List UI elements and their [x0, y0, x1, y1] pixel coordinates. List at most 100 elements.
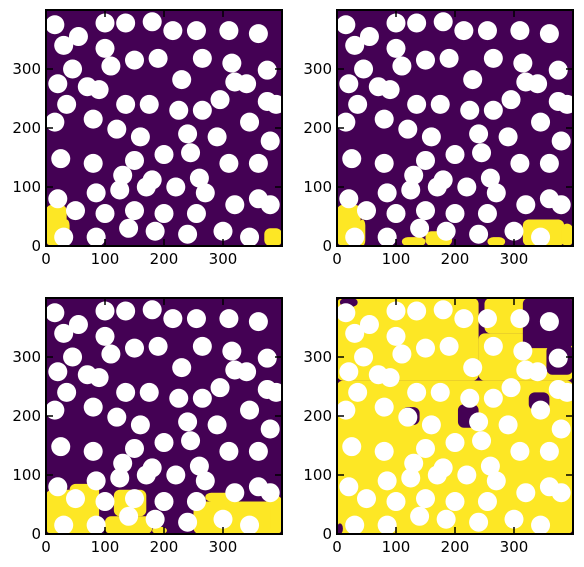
grain	[260, 195, 280, 215]
grain	[95, 492, 115, 512]
grain	[237, 74, 257, 94]
x-tick-label: 200	[150, 538, 179, 556]
grain	[63, 347, 83, 367]
grain	[337, 112, 356, 132]
grain	[407, 382, 427, 402]
grain	[113, 453, 133, 473]
grain	[260, 419, 280, 439]
plot-area	[46, 10, 282, 246]
grain	[377, 183, 397, 203]
grain	[95, 38, 115, 58]
grain	[504, 221, 524, 241]
invaded-region	[561, 223, 573, 246]
grain	[416, 50, 435, 70]
panel-1: 0 100 200 300 0 100 200 300	[12, 9, 283, 268]
grain	[374, 441, 394, 461]
grain	[463, 70, 483, 90]
grain	[219, 441, 239, 461]
grain	[498, 415, 518, 435]
grain	[528, 74, 548, 94]
grain	[404, 165, 424, 185]
grain	[54, 515, 74, 534]
grain	[377, 515, 397, 534]
grain	[531, 400, 551, 420]
grain	[154, 492, 174, 512]
grain	[460, 100, 480, 120]
grain	[192, 336, 212, 356]
grain	[483, 336, 503, 356]
grain	[457, 177, 477, 197]
grain	[354, 347, 374, 367]
y-tick-label: 300	[12, 348, 41, 366]
y-tick-label: 100	[303, 178, 332, 196]
grain	[539, 24, 559, 44]
grain	[89, 80, 109, 100]
grain	[125, 201, 144, 221]
y-tick-label: 0	[31, 525, 41, 543]
grain	[477, 204, 497, 224]
grain	[433, 300, 453, 320]
grain	[130, 415, 150, 435]
grain	[357, 489, 376, 509]
grain	[548, 348, 568, 368]
grain	[192, 388, 212, 408]
grain	[410, 506, 430, 526]
grain	[257, 348, 277, 368]
grain	[345, 227, 365, 246]
grain	[483, 100, 503, 120]
grain	[142, 12, 162, 32]
grain	[436, 221, 456, 241]
grain	[416, 438, 435, 458]
grain	[95, 326, 115, 346]
grain	[189, 168, 209, 188]
grain	[207, 415, 227, 435]
grain	[195, 471, 215, 491]
grain	[48, 189, 68, 209]
grain	[531, 227, 551, 246]
grain	[178, 124, 198, 144]
grain	[186, 204, 206, 224]
grain	[404, 453, 424, 473]
grain	[248, 153, 268, 173]
grain	[213, 509, 233, 529]
grain	[374, 153, 394, 173]
grain	[107, 119, 127, 139]
grain	[154, 433, 174, 453]
grain	[345, 515, 365, 534]
grain	[178, 412, 198, 432]
invaded-region	[193, 501, 282, 534]
grain	[342, 149, 362, 169]
grain	[172, 358, 192, 378]
grain	[57, 94, 77, 114]
grain	[401, 180, 421, 200]
grain	[348, 94, 368, 114]
grain	[380, 80, 400, 100]
grain	[222, 53, 242, 73]
grain	[219, 153, 239, 173]
grain	[154, 145, 174, 165]
grain	[166, 177, 186, 197]
grain	[119, 218, 139, 238]
grain	[416, 201, 435, 221]
grain	[386, 492, 406, 512]
grain	[486, 471, 506, 491]
grain	[357, 201, 376, 221]
grain	[416, 338, 435, 358]
grain	[181, 143, 201, 163]
grain	[240, 112, 260, 132]
grain	[392, 344, 412, 364]
grain	[398, 407, 418, 427]
grain	[51, 149, 71, 169]
grain	[454, 309, 474, 329]
x-tick-label: 0	[41, 538, 51, 556]
grain	[222, 341, 242, 361]
grain	[116, 13, 136, 33]
grain	[210, 90, 230, 110]
grain	[469, 512, 489, 532]
grain	[392, 56, 412, 76]
x-tick-label: 300	[500, 250, 529, 268]
grain	[377, 227, 397, 246]
grain	[192, 100, 212, 120]
grain	[116, 382, 136, 402]
grain	[430, 382, 450, 402]
